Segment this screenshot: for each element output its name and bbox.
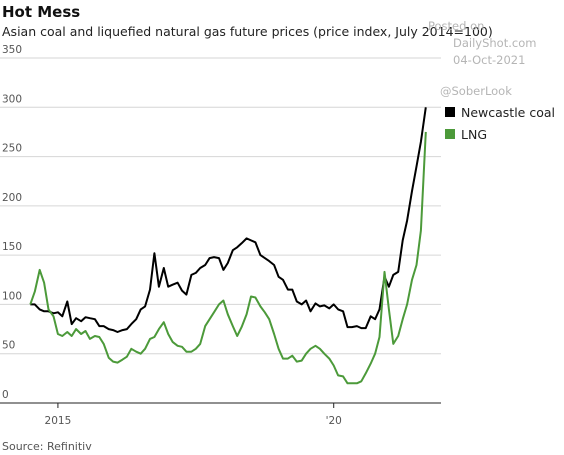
y-tick-label: 250 [2,143,22,155]
source: Source: Refinitiv [2,440,92,453]
y-tick-label: 350 [2,44,22,56]
watermark: @SoberLook [440,84,512,98]
legend-label: Newcastle coal [461,105,555,120]
y-tick-label: 50 [2,340,15,352]
y-tick-label: 0 [2,389,9,401]
legend-swatch [445,107,455,117]
legend-swatch [445,129,455,139]
series-line [30,107,427,333]
watermark: Posted on [428,19,484,33]
chart-title: Hot Mess [2,3,80,21]
watermark: DailyShot.com [453,36,536,50]
y-tick-label: 200 [2,192,22,204]
x-tick-label: '20 [326,415,342,427]
chart-subtitle: Asian coal and liquefied natural gas fut… [2,24,493,39]
y-tick-label: 300 [2,93,22,105]
x-tick-label: 2015 [45,415,72,427]
legend-label: LNG [461,127,487,142]
watermark: 04-Oct-2021 [453,53,525,67]
y-tick-label: 100 [2,290,22,302]
series-line [29,131,427,385]
y-tick-label: 150 [2,241,22,253]
